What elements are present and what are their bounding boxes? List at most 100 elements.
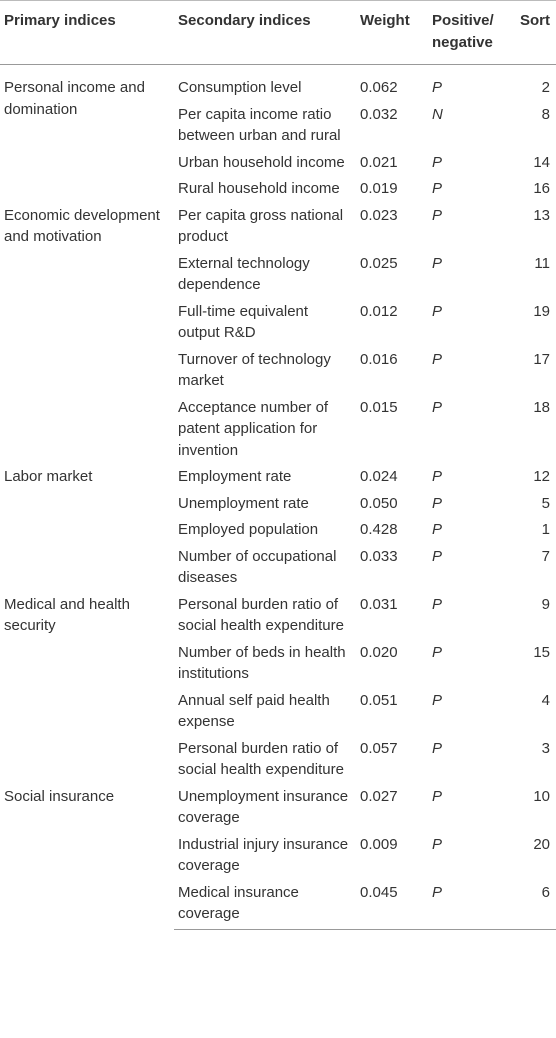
sign: P: [432, 254, 443, 272]
sort: 8: [541, 105, 550, 123]
weight: 0.045: [356, 879, 428, 930]
sign: P: [432, 350, 443, 368]
table-row: Medical insurance coverage 0.045 P 6: [0, 879, 556, 930]
column-header: Weight: [356, 0, 428, 65]
primary-index: Medical and health security: [4, 595, 130, 635]
sort: 17: [533, 350, 550, 368]
sign: N: [432, 105, 443, 123]
weight: 0.015: [360, 398, 398, 416]
weight: 0.019: [360, 180, 398, 197]
table-row: Annual self paid health expense 0.051 P 4: [0, 687, 556, 735]
sort: 10: [533, 787, 550, 805]
column-header: Sort: [502, 0, 556, 65]
weight: 0.050: [360, 494, 398, 512]
sort: 6: [502, 879, 556, 930]
table-row: External technology dependence 0.025 P 11: [0, 250, 556, 298]
secondary-index: Medical insurance coverage: [174, 879, 356, 930]
sign: P: [432, 398, 443, 416]
primary-index: Economic development and motivation: [4, 206, 160, 246]
sort: 3: [541, 739, 550, 757]
table-row: Rural household income 0.019 P 16: [0, 176, 556, 203]
weight: 0.062: [360, 79, 398, 96]
secondary-index: Personal burden ratio of social health e…: [178, 595, 344, 635]
sign: P: [432, 206, 443, 224]
table-row: Labor market Employment rate 0.024 P 12: [0, 464, 556, 491]
table-row: Personal burden ratio of social health e…: [0, 735, 556, 783]
weight: 0.021: [360, 153, 398, 171]
sign: P: [428, 879, 502, 930]
table-row: Full-time equivalent output R&D 0.012 P 19: [0, 298, 556, 346]
weight: 0.016: [360, 350, 398, 368]
sign: P: [432, 691, 443, 709]
sign: P: [432, 302, 443, 320]
weight: 0.009: [360, 835, 398, 853]
secondary-index: Unemployment insurance coverage: [178, 787, 349, 827]
sign: P: [432, 643, 443, 661]
primary-index: Personal income and domination: [4, 79, 145, 118]
table-row: Number of beds in health institutions 0.0…: [0, 639, 556, 687]
column-header: Secondary indices: [174, 0, 356, 65]
weight: 0.023: [360, 206, 398, 224]
sign: P: [432, 547, 443, 565]
sign: P: [432, 787, 443, 805]
sign: P: [432, 835, 443, 853]
primary-index: Labor market: [4, 468, 93, 485]
indices-table: Primary indices Secondary indices Weight Po…: [0, 0, 556, 930]
sign: P: [432, 521, 443, 538]
weight: 0.033: [360, 547, 398, 565]
table-header: Primary indices Secondary indices Weight Po…: [0, 0, 556, 65]
table-row: Medical and health security Personal burd…: [0, 591, 556, 639]
secondary-index: Turnover of technology market: [178, 350, 331, 390]
secondary-index: Unemployment rate: [178, 494, 309, 512]
secondary-index: Employment rate: [178, 468, 292, 485]
column-header: Positive/ negative: [428, 0, 502, 65]
secondary-index: Number of beds in health institutions: [178, 643, 346, 683]
sort: 11: [534, 254, 550, 272]
sort: 15: [533, 643, 550, 661]
secondary-index: Consumption level: [178, 79, 302, 96]
table-row: Acceptance number of patent application …: [0, 394, 556, 464]
sign: P: [432, 180, 443, 197]
table-row: Employed population 0.428 P 1: [0, 517, 556, 544]
sort: 2: [541, 79, 550, 96]
sort: 7: [541, 547, 550, 565]
weight: 0.428: [360, 521, 398, 538]
sort: 18: [533, 398, 550, 416]
weight: 0.031: [360, 595, 398, 613]
sign: P: [432, 595, 443, 613]
secondary-index: Per capita gross national product: [178, 206, 344, 246]
sort: 20: [533, 835, 550, 853]
sort: 1: [541, 521, 550, 538]
sign: P: [432, 79, 443, 96]
sort: 12: [533, 468, 550, 485]
sort: 14: [533, 153, 550, 171]
table-row: Personal income and domination Consumptio…: [0, 65, 556, 118]
sort: 19: [533, 302, 550, 320]
sort: 5: [541, 494, 550, 512]
weight: 0.012: [360, 302, 398, 320]
column-header: Primary indices: [0, 0, 174, 65]
weight: 0.020: [360, 643, 398, 661]
sort: 4: [541, 691, 550, 709]
table-row: Number of occupational diseases 0.033 P 7: [0, 543, 556, 591]
secondary-index: External technology dependence: [178, 254, 310, 294]
primary-index: Social insurance: [4, 787, 115, 805]
secondary-index: Urban household income: [178, 153, 345, 171]
table-row: Unemployment rate 0.050 P 5: [0, 490, 556, 517]
secondary-index: Personal burden ratio of social health e…: [178, 739, 344, 779]
secondary-index: Annual self paid health expense: [178, 691, 330, 731]
secondary-index: Number of occupational diseases: [178, 547, 337, 587]
weight: 0.051: [360, 691, 398, 709]
secondary-index: Full-time equivalent output R&D: [178, 302, 309, 342]
table-row: Urban household income 0.021 P 14: [0, 149, 556, 176]
weight: 0.057: [360, 739, 398, 757]
weight: 0.027: [360, 787, 398, 805]
table-row: Industrial injury insurance coverage 0.00…: [0, 831, 556, 879]
table-row: Social insurance Unemployment insurance c…: [0, 783, 556, 831]
table-body: Personal income and domination Consumptio…: [0, 65, 556, 930]
sign: P: [432, 739, 443, 757]
secondary-index: Industrial injury insurance coverage: [178, 835, 349, 875]
sign: P: [432, 494, 443, 512]
secondary-index: Rural household income: [178, 180, 340, 197]
header-row: Primary indices Secondary indices Weight Po…: [0, 0, 556, 65]
